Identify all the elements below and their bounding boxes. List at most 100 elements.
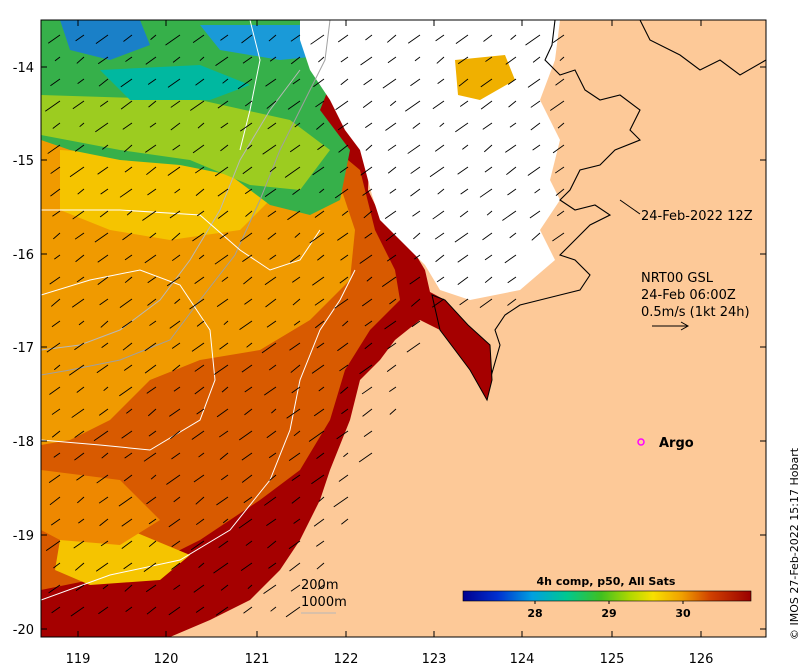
current-vector <box>268 562 277 569</box>
current-vector <box>269 254 277 260</box>
current-vector <box>166 276 181 287</box>
current-vector <box>340 254 349 261</box>
current-vector <box>484 166 493 173</box>
current-vector <box>362 100 373 108</box>
current-vector <box>287 210 301 221</box>
current-vector <box>242 166 253 175</box>
current-vector <box>318 56 325 63</box>
current-vector <box>319 188 325 194</box>
argo-label: Argo <box>659 436 694 451</box>
current-vector <box>485 56 493 62</box>
current-vector <box>406 342 421 353</box>
current-vector <box>147 408 157 417</box>
current-vector <box>51 606 61 614</box>
current-vector <box>339 166 349 173</box>
current-vector <box>482 122 493 130</box>
current-vector <box>479 188 493 198</box>
current-vector <box>364 342 373 350</box>
current-vector <box>290 34 301 42</box>
current-vector <box>194 166 205 174</box>
current-vector <box>316 562 325 570</box>
current-vector <box>103 386 109 392</box>
current-vector <box>289 144 301 153</box>
current-vector <box>146 496 157 505</box>
current-vector <box>267 210 277 218</box>
current-vector <box>173 386 181 392</box>
current-vector <box>429 166 445 178</box>
current-vector <box>407 34 421 44</box>
current-vector <box>192 232 205 242</box>
current-vector <box>241 34 253 44</box>
current-vector <box>363 78 373 86</box>
current-vector <box>385 122 397 131</box>
current-vector <box>98 78 109 87</box>
current-vector <box>264 276 277 286</box>
current-vector <box>120 100 133 110</box>
current-vector <box>435 34 445 42</box>
current-vector <box>50 298 61 307</box>
current-vector <box>218 540 229 548</box>
current-vector <box>243 276 253 285</box>
y-tick-label: -14 <box>13 61 34 76</box>
current-vector <box>167 166 181 176</box>
current-vector <box>74 232 85 240</box>
current-vector <box>389 386 397 393</box>
current-vector <box>174 298 181 304</box>
current-vector <box>169 210 181 219</box>
current-vector <box>310 34 325 45</box>
current-vector <box>48 474 61 483</box>
current-vector <box>316 452 325 459</box>
current-vector <box>362 188 373 196</box>
current-vector <box>314 298 325 306</box>
current-vector <box>78 518 85 524</box>
current-vector <box>100 320 109 328</box>
current-vector <box>46 342 61 353</box>
current-vector <box>199 56 205 61</box>
composite-time-label: 24-Feb-2022 12Z <box>641 209 753 224</box>
coastline <box>486 20 641 401</box>
current-vector <box>291 474 301 482</box>
current-vector <box>457 254 469 263</box>
current-vector <box>337 342 349 352</box>
current-vector <box>556 210 565 217</box>
current-vector <box>382 78 397 89</box>
current-vector <box>171 452 181 460</box>
isobath-200m <box>41 20 331 376</box>
current-vector <box>238 518 253 529</box>
current-vector <box>309 232 325 244</box>
current-vector <box>439 122 445 128</box>
current-vector <box>289 254 301 263</box>
current-vector <box>220 474 229 481</box>
current-vector <box>365 144 373 151</box>
current-vector <box>264 496 277 506</box>
current-vector <box>194 276 205 284</box>
current-vector <box>509 122 517 128</box>
current-vector <box>241 452 253 461</box>
current-vector <box>364 320 373 327</box>
current-vector <box>555 78 565 86</box>
current-vector <box>244 386 253 393</box>
current-vector <box>386 254 397 262</box>
current-vector <box>508 100 517 108</box>
current-vector <box>172 56 181 63</box>
current-vector <box>266 430 277 439</box>
current-vector <box>144 342 157 352</box>
current-vector <box>50 188 61 197</box>
current-vector <box>100 188 109 195</box>
current-vector <box>78 320 85 326</box>
current-vector <box>292 276 301 283</box>
current-vector <box>315 100 325 108</box>
current-vector <box>455 122 469 133</box>
current-vector <box>51 408 61 415</box>
current-vector <box>168 518 181 528</box>
current-vector <box>266 518 277 527</box>
current-vector <box>318 496 325 502</box>
current-vector <box>552 232 565 242</box>
current-vector <box>196 210 205 217</box>
current-vector <box>341 408 349 415</box>
current-vector <box>50 166 61 174</box>
scale-arrow-icon <box>652 321 690 331</box>
current-vector <box>360 56 373 66</box>
current-vector <box>437 188 445 195</box>
current-vector <box>99 298 109 306</box>
